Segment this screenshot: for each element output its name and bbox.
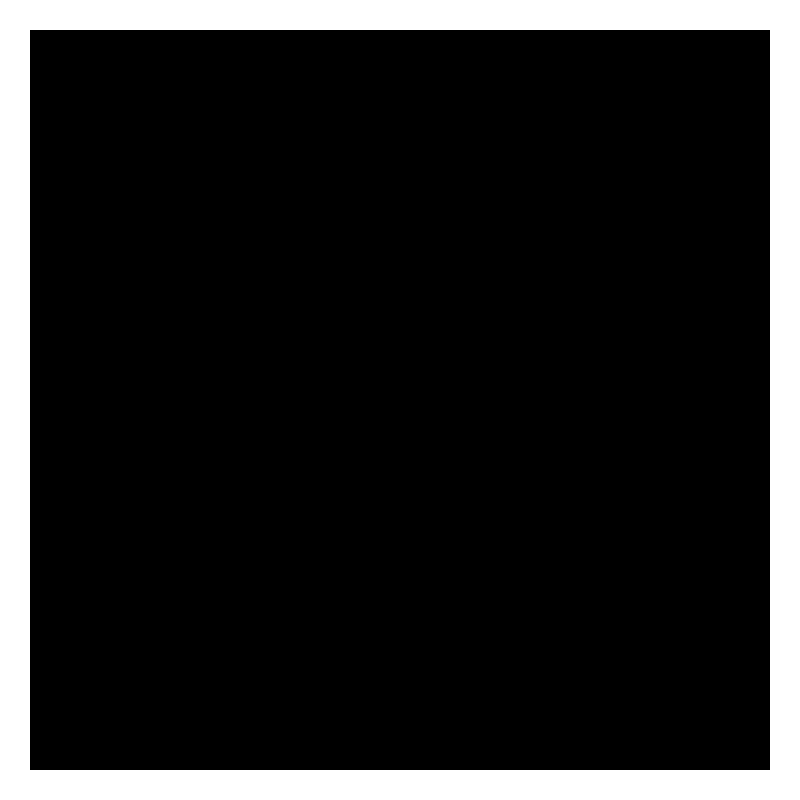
- bottleneck-heatmap: [30, 30, 770, 770]
- chart-wrapper: [0, 0, 800, 800]
- plot-area: [30, 30, 770, 770]
- crosshair-vertical: [30, 30, 31, 770]
